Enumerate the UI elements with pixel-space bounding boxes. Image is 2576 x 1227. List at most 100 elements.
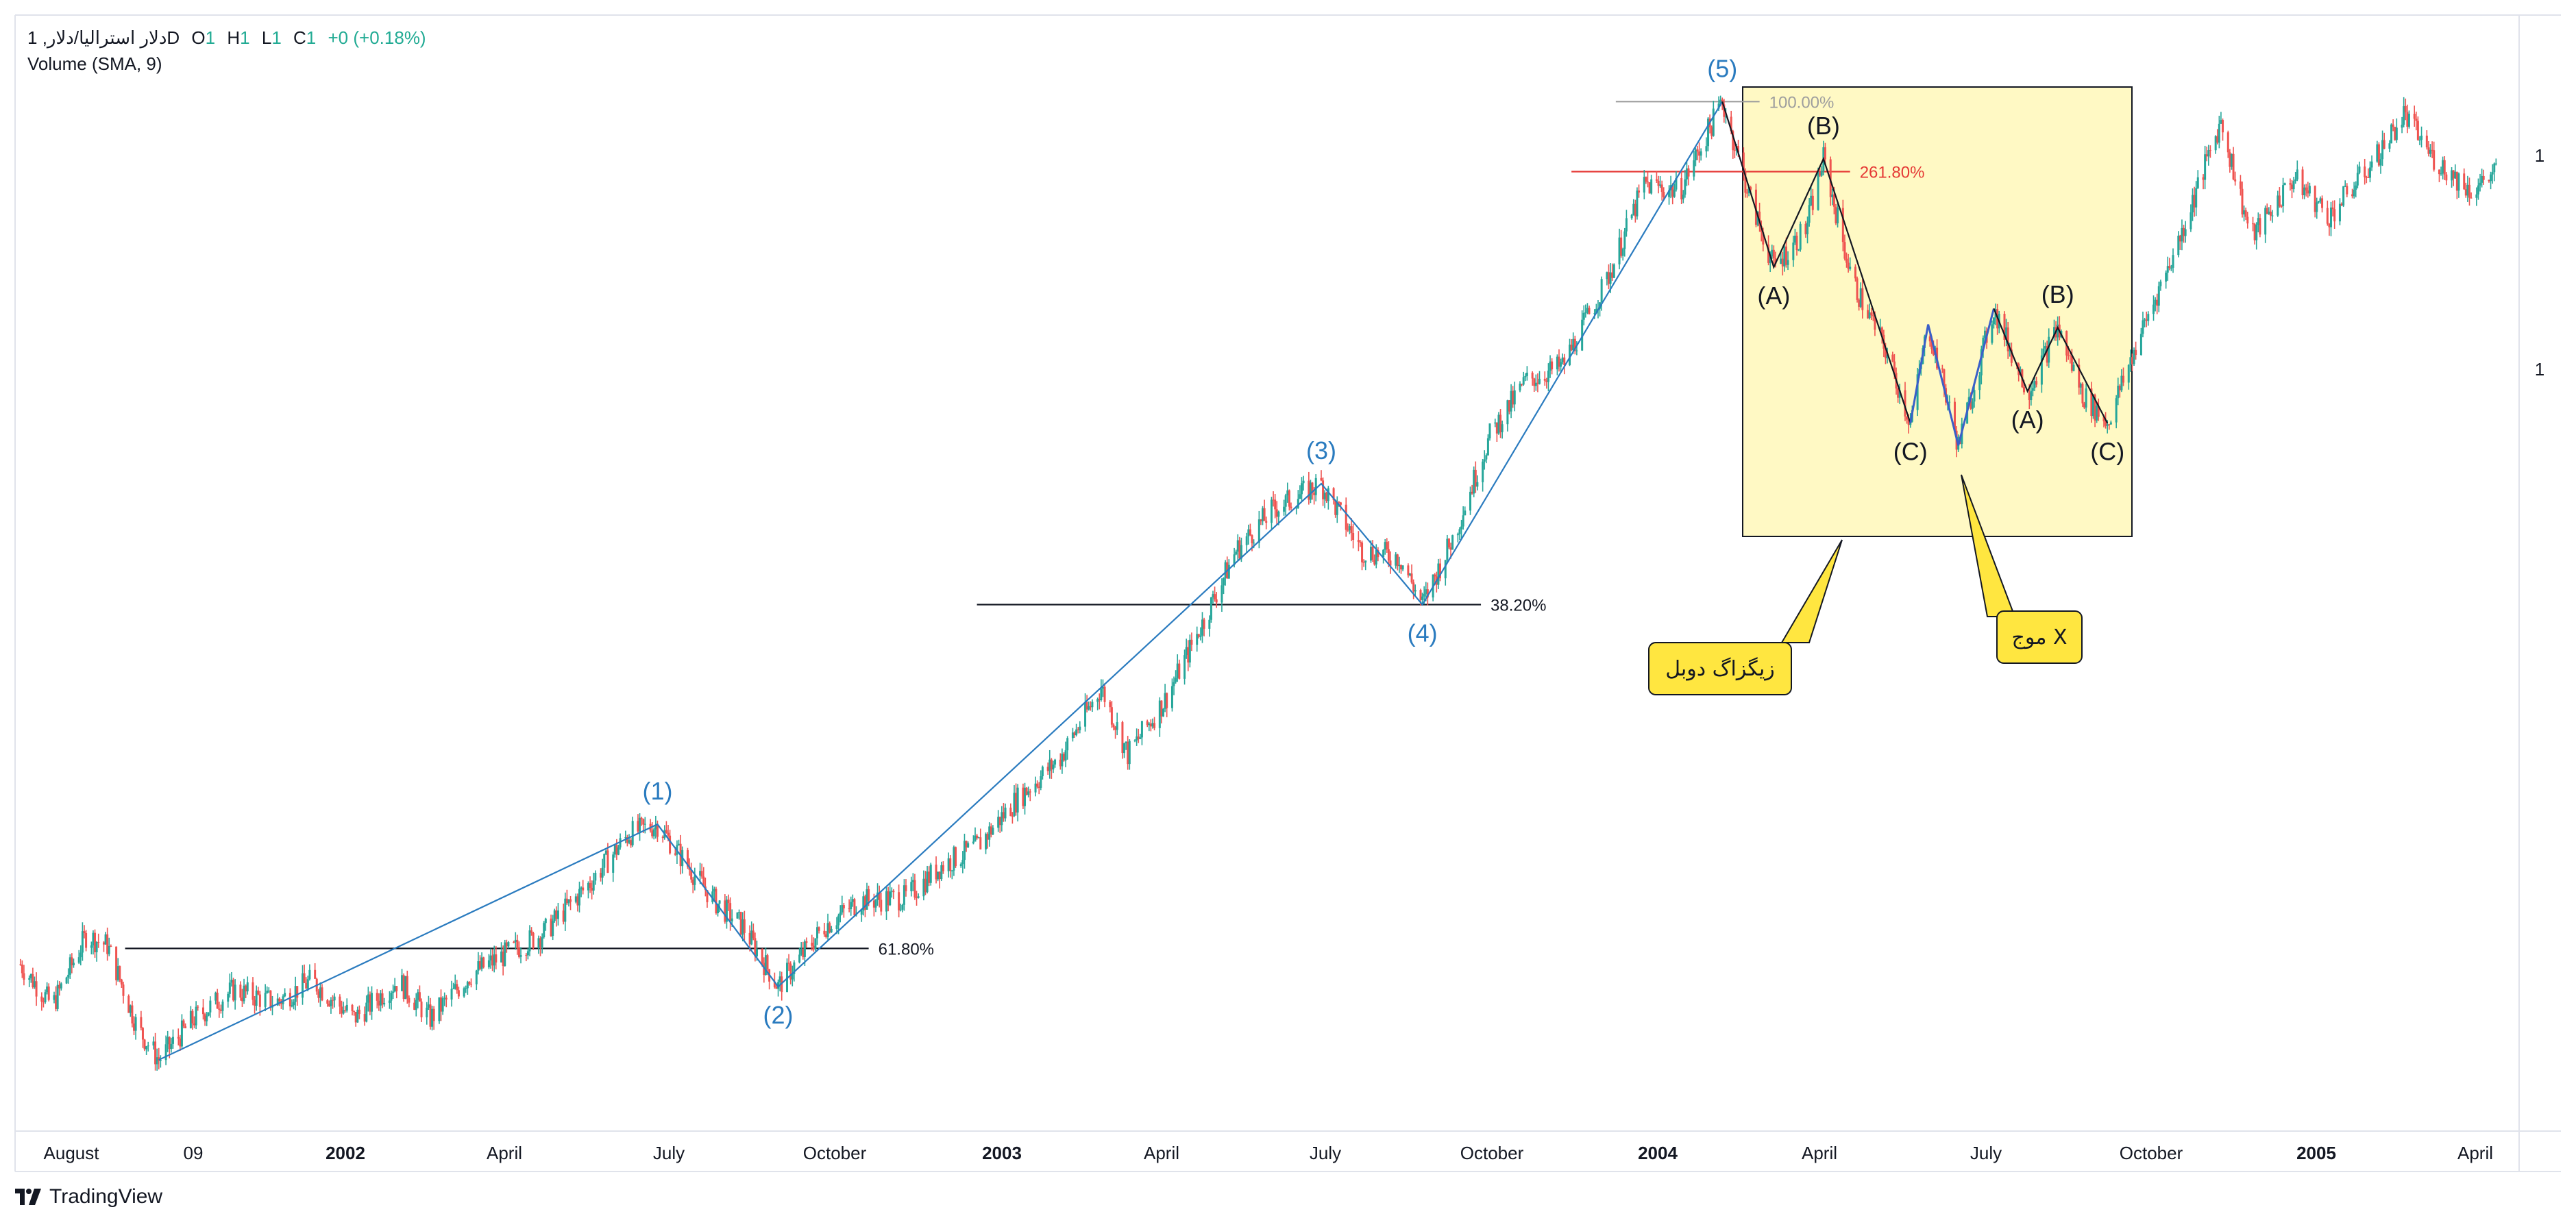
zigzag-2-line[interactable] (1993, 308, 2109, 424)
callout-double-zigzag[interactable]: زیگزاگ دوبل (1648, 539, 1843, 695)
candle (83, 925, 86, 939)
zigzag-1-line[interactable] (1721, 101, 1911, 423)
fib-layer: 61.80% 38.20% 261.80% 100.00% (125, 93, 1924, 958)
candle (562, 903, 565, 925)
candle (2241, 181, 2244, 218)
candle (1643, 170, 1645, 199)
fib-level[interactable]: 261.80% (1571, 164, 1924, 182)
candle (1483, 450, 1486, 470)
candle (1512, 386, 1514, 408)
candle (2395, 118, 2398, 143)
candle (1357, 531, 1360, 551)
tradingview-brand[interactable]: TradingView (15, 1185, 162, 1209)
candle (2481, 169, 2483, 188)
candle (2120, 369, 2123, 393)
candle (961, 851, 964, 873)
candle (2407, 110, 2410, 129)
fib-level[interactable]: 61.80% (125, 940, 934, 958)
candle (624, 830, 627, 843)
candle (2466, 175, 2469, 202)
candle (793, 960, 796, 982)
candle (356, 1006, 359, 1023)
candle (110, 944, 112, 947)
candle (2007, 322, 2009, 359)
candle (630, 838, 633, 848)
candle (2329, 201, 2332, 236)
candle (1270, 497, 1273, 530)
impulse-wave-line[interactable] (158, 101, 1724, 1061)
candle (1347, 523, 1349, 532)
candle (552, 915, 554, 941)
candle (816, 921, 819, 945)
candle (1203, 617, 1205, 636)
candle (1396, 554, 1399, 571)
candle (206, 1012, 208, 1026)
candle (330, 997, 332, 1014)
candle (1054, 758, 1057, 768)
candle (221, 999, 224, 1018)
candle (1473, 466, 1475, 497)
double-zigzag-box[interactable] (1742, 86, 2133, 537)
candle (1398, 556, 1401, 573)
candle (2326, 200, 2329, 226)
candle (1916, 367, 1919, 417)
candle (1173, 676, 1175, 695)
candle (580, 886, 582, 897)
candle (456, 980, 458, 994)
candle (690, 863, 693, 883)
candle (1137, 728, 1140, 743)
candle (115, 946, 118, 986)
candle (2479, 173, 2481, 192)
candle (1707, 117, 1710, 151)
candle (1133, 739, 1136, 743)
candle (514, 932, 517, 950)
candle (2491, 164, 2494, 184)
candle (1265, 516, 1268, 530)
candle (862, 891, 865, 916)
fib-level[interactable]: 38.20% (977, 597, 1547, 615)
callout-wave-x[interactable]: موج X (1961, 474, 2083, 664)
candle (929, 863, 932, 886)
fib-level[interactable]: 100.00% (1615, 93, 1835, 112)
candle (1148, 722, 1151, 732)
candle (230, 971, 233, 987)
candle (2193, 186, 2196, 217)
candle (1623, 227, 1626, 257)
candle (1655, 171, 1658, 184)
candle (71, 953, 73, 974)
candle (2131, 354, 2133, 371)
candle (219, 1004, 222, 1014)
candle (1486, 434, 1489, 456)
candle (1046, 762, 1049, 775)
candle (1100, 679, 1103, 702)
candle (505, 939, 508, 953)
candle (1618, 228, 1621, 270)
indicator-label[interactable]: Volume (SMA, 9) (27, 53, 162, 74)
candle (2145, 311, 2148, 327)
candle (120, 978, 123, 989)
wave-x-line[interactable] (1909, 308, 1995, 446)
candle (1854, 264, 1856, 282)
candle (615, 839, 618, 860)
candle (2296, 160, 2298, 182)
candle (2388, 140, 2391, 153)
candle (628, 834, 630, 845)
candle (254, 996, 256, 1014)
candle (371, 986, 373, 1020)
candle (1176, 654, 1179, 682)
candle (44, 989, 47, 1004)
symbol-label[interactable]: دلار استرالیا/دلار, 1D (27, 27, 180, 48)
candle (798, 947, 801, 964)
candle (985, 832, 988, 854)
callout-box (1996, 610, 2083, 664)
candle (750, 921, 753, 945)
time-axis[interactable]: August 09 2002 April July October 2003 April Jul… (44, 1143, 2493, 1163)
candle (2264, 205, 2267, 243)
candle (739, 911, 742, 937)
candle (468, 981, 471, 986)
candle (2342, 186, 2345, 208)
candle (1611, 263, 1614, 282)
candle (2289, 178, 2292, 191)
candle (1575, 341, 1578, 356)
